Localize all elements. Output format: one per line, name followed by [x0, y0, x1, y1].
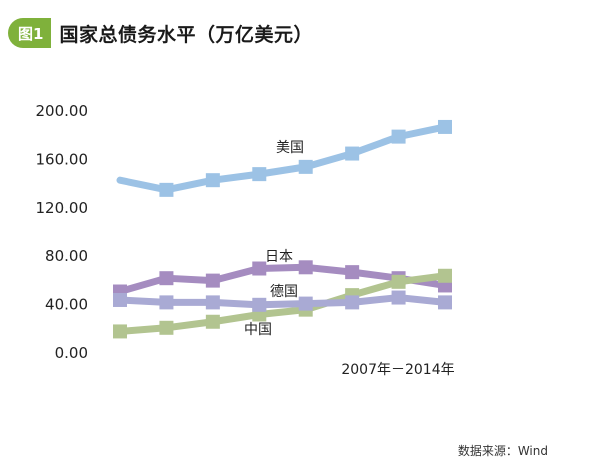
chart-header: 图1 国家总债务水平（万亿美元）: [8, 16, 313, 50]
data-point: [159, 295, 174, 310]
data-point: [205, 295, 220, 310]
series-label: 美国: [276, 140, 304, 156]
data-point: [391, 274, 406, 289]
y-tick-label: 0.00: [55, 344, 88, 362]
data-point: [252, 297, 267, 312]
data-point: [391, 290, 406, 305]
data-point: [345, 146, 360, 161]
y-tick-label: 200.00: [36, 102, 89, 120]
data-point: [438, 119, 452, 134]
series-line-2: [116, 263, 449, 295]
data-point: [298, 296, 313, 311]
data-point: [298, 260, 313, 275]
data-point: [438, 268, 452, 283]
data-point: [345, 295, 360, 310]
data-point: [391, 129, 406, 144]
series-line-1: [116, 123, 449, 194]
x-axis-label: 2007年－2014年: [341, 362, 454, 378]
series-line-3: [116, 272, 449, 335]
data-point: [252, 261, 267, 276]
series-label: 中国: [244, 322, 272, 338]
series-label: 日本: [265, 249, 293, 265]
data-point: [205, 273, 220, 288]
y-tick-label: 80.00: [45, 247, 88, 265]
data-point: [159, 271, 174, 286]
data-point: [159, 320, 174, 335]
figure-badge: 图1: [8, 18, 52, 48]
data-point: [159, 182, 174, 197]
data-point: [298, 159, 313, 174]
series-line-4: [116, 294, 449, 309]
data-point: [438, 295, 452, 310]
y-tick-label: 40.00: [45, 296, 88, 314]
data-source: 数据来源：Wind: [457, 444, 548, 458]
chart-title: 国家总债务水平（万亿美元）: [59, 23, 313, 46]
data-point: [345, 265, 360, 280]
data-point: [113, 324, 127, 339]
data-point: [205, 173, 220, 188]
data-point: [205, 314, 220, 329]
y-tick-label: 120.00: [36, 199, 89, 217]
y-tick-label: 160.00: [36, 150, 89, 168]
data-point: [113, 292, 127, 307]
data-point: [252, 167, 267, 182]
series-label: 德国: [270, 284, 298, 300]
